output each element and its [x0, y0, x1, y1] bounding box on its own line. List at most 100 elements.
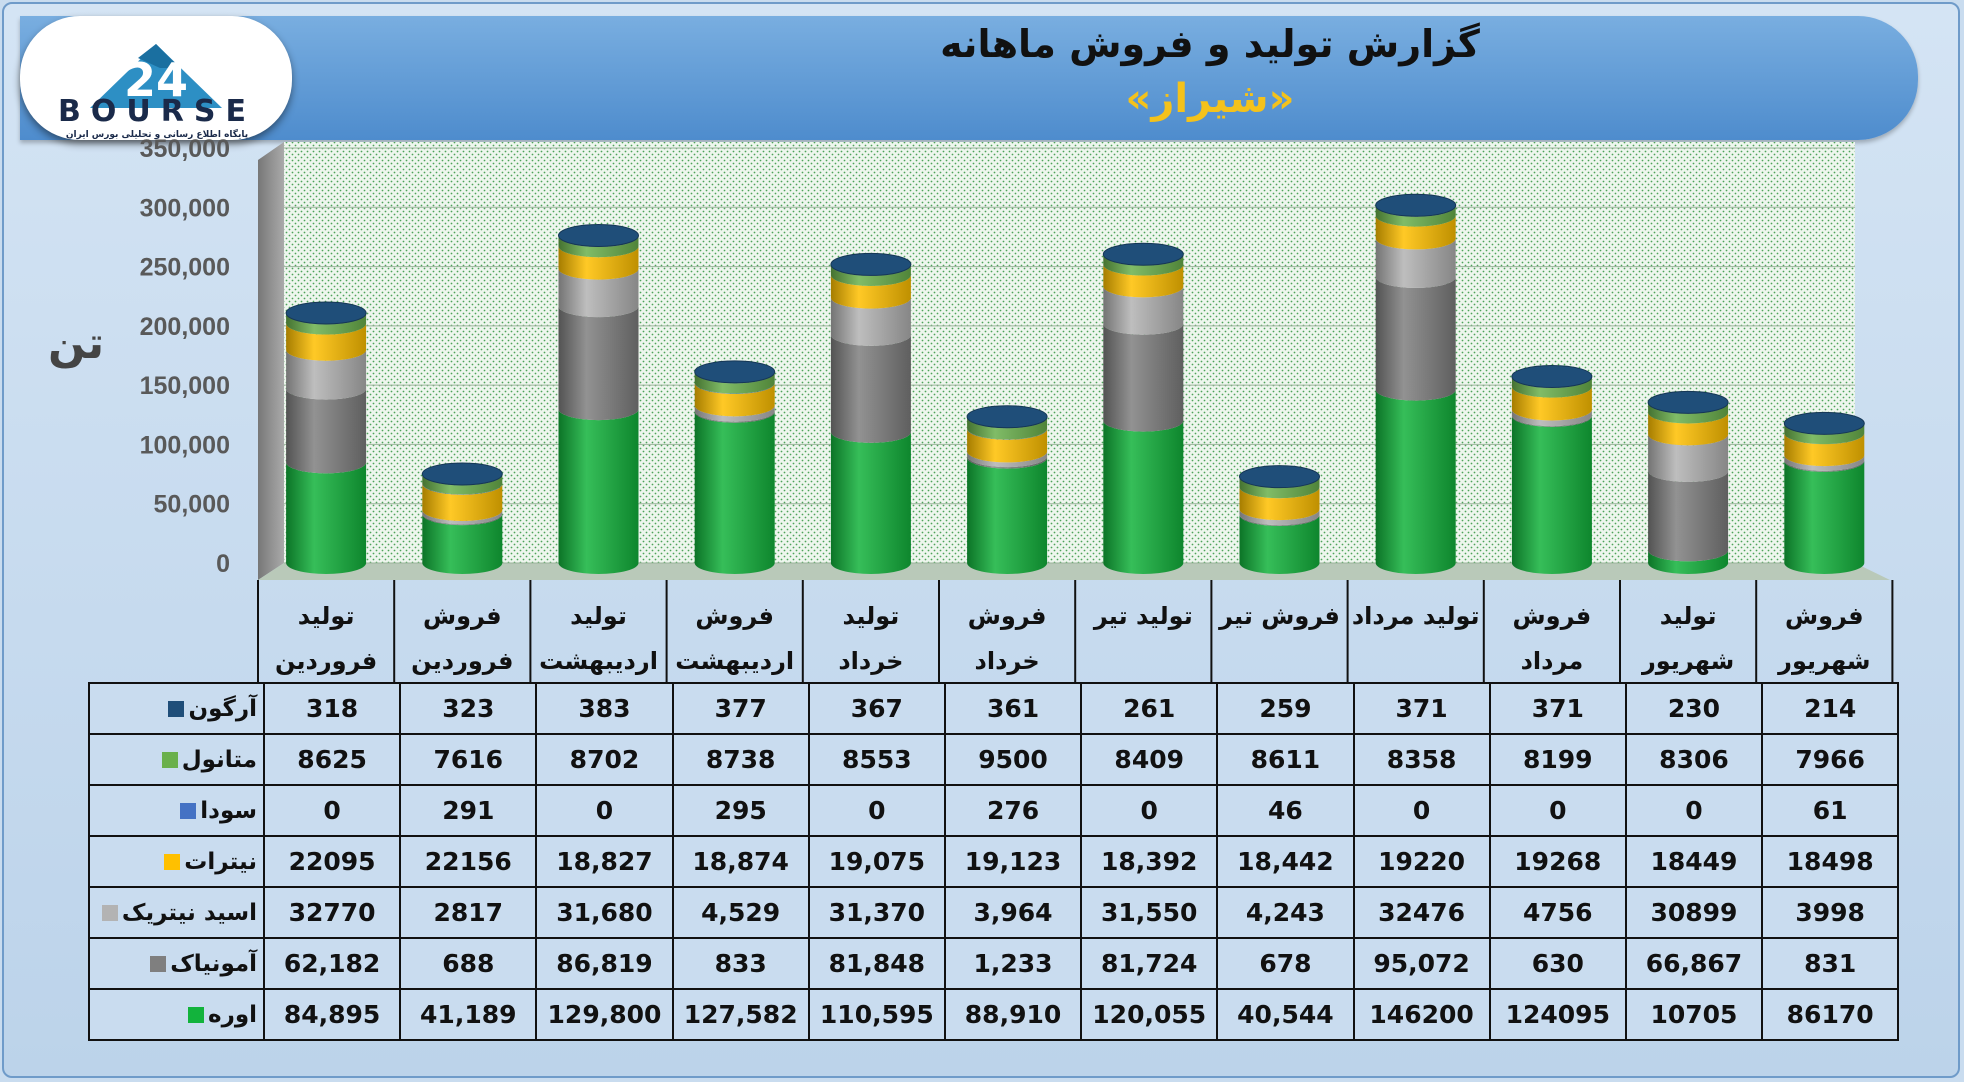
bar-cap [1783, 411, 1865, 435]
y-tick-label: 300,000 [140, 194, 230, 222]
bar-stack [421, 462, 503, 574]
table-row: آرگون 318 323 383 377 367 361 261 259 371 371 230 21… [88, 682, 1900, 735]
plot-background [284, 142, 1855, 563]
report-subtitle: «شیراز» [1125, 76, 1295, 122]
table-cell: 18449 [1624, 835, 1764, 888]
legend-swatch [150, 956, 167, 972]
table-cell: 0 [1352, 784, 1491, 837]
bar-segment [830, 297, 911, 346]
bar-cap [1239, 465, 1320, 489]
table-cell: 0 [262, 784, 402, 837]
table-cell: 30899 [1624, 886, 1764, 939]
table-cell: 371 [1352, 682, 1491, 735]
table-cell: 831 [1761, 937, 1900, 990]
bar-cap [1647, 390, 1729, 414]
table-cell: 291 [399, 784, 538, 837]
bar-segment [1511, 376, 1592, 398]
table-cell: 81,724 [1080, 937, 1219, 990]
bar-stack [1102, 242, 1184, 574]
bar-segment [967, 417, 1048, 440]
series-name: متانول [181, 746, 257, 773]
table-cell: 62,182 [262, 937, 402, 990]
table-cell: 4,529 [671, 886, 810, 939]
category-label: تولید تیر [1093, 602, 1193, 630]
table-cell: 7616 [399, 733, 538, 786]
bar-stack [1511, 364, 1593, 574]
table-cell: 4756 [1488, 886, 1627, 939]
bar-stack [830, 252, 912, 574]
table-row: اوره 84,895 41,189 129,800 127,582 110,595 88,… [88, 988, 1900, 1041]
bar-segment [1239, 514, 1320, 574]
table-cell: 18498 [1761, 835, 1900, 888]
bar-segment [1375, 205, 1456, 227]
series-name: اوره [208, 1001, 257, 1028]
bar-segment [286, 349, 367, 400]
table-cell: 127,582 [671, 988, 810, 1041]
bar-segment [1103, 420, 1184, 574]
bar-segment [286, 313, 367, 335]
bar-segment [1648, 471, 1729, 562]
bar-segment [422, 474, 503, 495]
bar-segment [967, 457, 1048, 574]
bar-cap [830, 252, 912, 276]
bar-segment [1511, 409, 1592, 427]
bar-stack [966, 405, 1048, 574]
table-cell: 3998 [1761, 886, 1900, 939]
table-cell: 0 [1488, 784, 1627, 837]
series-name: نیترات [184, 848, 257, 875]
table-cell: 129,800 [535, 988, 674, 1041]
category-label: فروش [968, 602, 1047, 630]
bar-segment [1511, 386, 1592, 421]
bar-segment [1784, 460, 1865, 574]
table-cell: 0 [807, 784, 946, 837]
table-cell: 120,055 [1080, 988, 1219, 1041]
table-cell: 3,964 [943, 886, 1083, 939]
bar-segment [558, 306, 639, 421]
bar-segment [694, 382, 775, 417]
table-cell: 8306 [1624, 733, 1764, 786]
y-tick-label: 0 [216, 550, 230, 578]
table-cell: 18,874 [671, 835, 810, 888]
category-label: فروش [1785, 602, 1864, 630]
table-cell: 110,595 [807, 988, 946, 1041]
table-cell: 19,123 [943, 835, 1083, 888]
table-cell: 678 [1216, 937, 1355, 990]
bar-segment [1103, 264, 1184, 298]
table-cell: 276 [943, 784, 1083, 837]
table-cell: 261 [1080, 682, 1219, 735]
bar-cap [966, 405, 1048, 429]
table-cell: 1,233 [943, 937, 1083, 990]
bar-segment [1375, 238, 1456, 288]
category-label: شهریور [1777, 647, 1870, 675]
bar-segment [1375, 215, 1456, 250]
bar-cap [421, 462, 503, 486]
bar-segment [1784, 423, 1865, 445]
table-row: اسید نیتریک 32770 2817 31,680 4,529 31,370 3,9… [88, 886, 1900, 939]
table-cell: 259 [1216, 682, 1355, 735]
series-label: آمونیاک [88, 937, 265, 990]
series-label: سودا [88, 784, 265, 837]
table-cell: 31,550 [1080, 886, 1219, 939]
table-cell: 361 [943, 682, 1083, 735]
table-cell: 323 [399, 682, 538, 735]
table-cell: 18,827 [535, 835, 674, 888]
category-label: تولید [298, 602, 355, 630]
bar-segment [1375, 389, 1456, 574]
category-label: فروش [423, 602, 502, 630]
table-cell: 19268 [1488, 835, 1627, 888]
table-cell: 8738 [671, 733, 810, 786]
category-label: شهریور [1641, 647, 1734, 675]
legend-swatch [164, 854, 181, 870]
table-cell: 318 [262, 682, 402, 735]
y-tick-label: 150,000 [140, 372, 230, 400]
bar-segment [422, 514, 503, 574]
category-label: خرداد [975, 647, 1040, 675]
category-label: تولید [843, 602, 900, 630]
logo-tagline: پایگاه اطلاع رسانی و تحلیلی بورس ایران [65, 130, 249, 140]
table-cell: 46 [1216, 784, 1355, 837]
category-label: فروش تیر [1218, 602, 1340, 630]
table-cell: 383 [535, 682, 674, 735]
table-cell: 19220 [1352, 835, 1491, 888]
table-cell: 295 [671, 784, 810, 837]
series-name: اسید نیتریک [121, 899, 257, 926]
